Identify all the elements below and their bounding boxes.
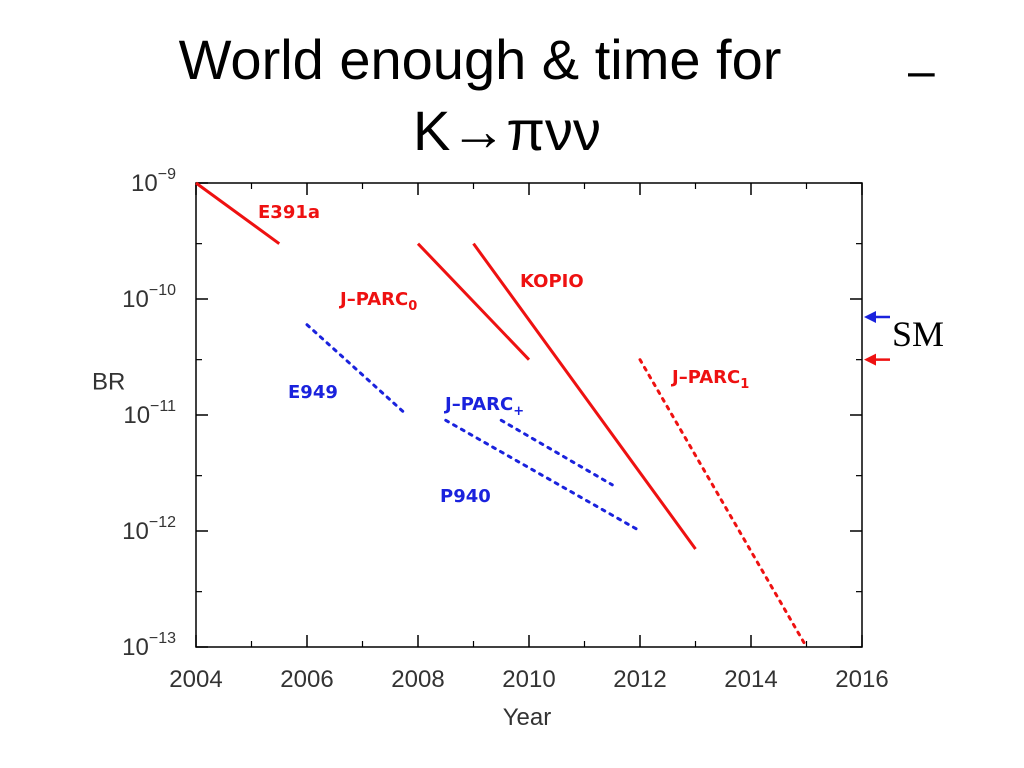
series-line-5	[305, 323, 409, 417]
series-label-5: E949	[288, 382, 338, 403]
series-line-4	[638, 358, 808, 649]
series-line-6	[499, 418, 614, 487]
y-tick-label: 10−12	[122, 514, 176, 545]
y-tick-label: 10−13	[122, 630, 176, 661]
series-line-3	[472, 242, 697, 550]
series-label-7: P940	[440, 486, 491, 507]
x-axis-label: Year	[503, 704, 552, 731]
x-tick-label: 2012	[613, 666, 666, 693]
series-labels: E391a J–PARC0 KOPIO J–PARC1 E949 J–PARC+ P940	[258, 202, 749, 507]
y-tick-label: 10−9	[131, 166, 176, 197]
series-label-2: J–PARC0	[338, 289, 417, 314]
series-label-3: KOPIO	[520, 271, 584, 292]
x-tick-label: 2008	[391, 666, 444, 693]
x-tick-label: 2014	[724, 666, 777, 693]
x-tick-label: 2004	[169, 666, 222, 693]
x-tick-label: 2006	[280, 666, 333, 693]
title-overbar: –	[908, 45, 935, 98]
series-line-2	[416, 242, 531, 361]
series-label-4: J–PARC1	[670, 367, 749, 392]
x-tick-label: 2010	[502, 666, 555, 693]
series-lines	[195, 181, 808, 649]
y-axis-label: BR	[92, 369, 125, 396]
series-label-1: E391a	[258, 202, 320, 223]
series-line-1	[195, 181, 281, 245]
y-tick-label: 10−10	[122, 282, 176, 313]
y-tick-label: 10−11	[123, 398, 176, 429]
sm-arrow-head-1	[864, 310, 876, 323]
axes: 2004 2006 2008 2010 2012 2014 2016 10−9 10−10 10−…	[92, 166, 889, 731]
slide-title-line1: World enough & time for	[178, 28, 782, 91]
sm-reference: SM	[864, 310, 944, 366]
x-tick-label: 2016	[835, 666, 888, 693]
sm-arrow-head-2	[864, 353, 876, 366]
series-line-7	[444, 418, 642, 533]
sm-label: SM	[892, 314, 944, 354]
series-label-6: J–PARC+	[443, 394, 524, 419]
slide-title-line2: K→πνν	[413, 99, 601, 162]
plot-frame	[195, 182, 863, 648]
